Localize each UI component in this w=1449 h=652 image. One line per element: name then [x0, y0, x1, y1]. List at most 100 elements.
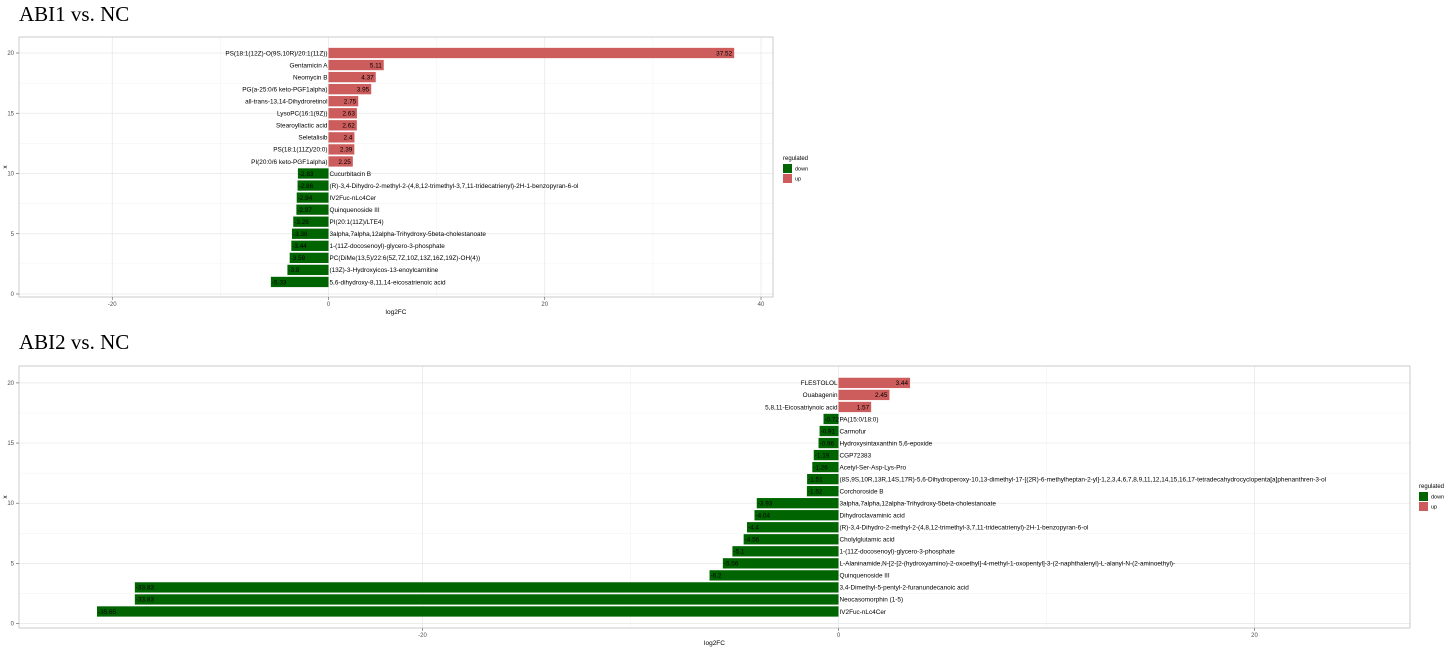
- bar-value-label: -6.2: [711, 573, 722, 580]
- bar: [297, 180, 329, 191]
- bar: [838, 389, 890, 401]
- bar-category-label: 3alpha,7alpha,12alpha-Trihydroxy-5beta-c…: [840, 501, 997, 508]
- y-tick-label: 15: [7, 441, 14, 447]
- bar: [743, 534, 839, 545]
- bar-value-label: -5.33: [272, 279, 287, 286]
- bar-value-label: -0.96: [820, 440, 835, 447]
- bar-category-label: Quinquenoside III: [330, 207, 380, 214]
- bar-category-label: FLESTOLOL: [801, 380, 838, 387]
- bar-category-label: LysoPC(16:1(9Z)): [277, 111, 328, 118]
- y-tick-label: 0: [11, 622, 15, 628]
- chart-title: ABI2 vs. NC: [19, 330, 130, 354]
- bar-category-label: all-trans-13,14-Dihydroretinol: [245, 99, 327, 106]
- bar: [806, 486, 839, 497]
- y-tick-label: 20: [7, 51, 14, 57]
- bar-category-label: PG(a-25:0/6 keto-PGF1alpha): [242, 86, 327, 93]
- legend-title: regulated: [783, 156, 808, 162]
- bar: [297, 168, 329, 179]
- bar: [823, 413, 839, 425]
- bar-category-label: Cholylglutamic acid: [840, 537, 895, 544]
- bar: [838, 401, 872, 413]
- bar: [812, 461, 839, 473]
- bar-value-label: -5.56: [724, 561, 739, 568]
- bar: [732, 546, 839, 557]
- bar-category-label: Corchoroside B: [840, 488, 884, 495]
- bar: [328, 84, 372, 95]
- bar-category-label: 3alpha,7alpha,12alpha-Trihydroxy-5beta-c…: [330, 231, 487, 238]
- bar-value-label: -1.19: [815, 452, 830, 459]
- legend-key: [783, 174, 792, 183]
- bar: [328, 108, 357, 119]
- bar-category-label: Carmofur: [840, 428, 868, 435]
- bar-value-label: -3.93: [758, 501, 773, 508]
- bar: [291, 240, 329, 251]
- bar: [134, 594, 839, 605]
- bar: [328, 132, 355, 143]
- bar: [96, 606, 839, 617]
- plot-area: 37.52 PS(18:1(12Z)-O(9S,10R)/20:1(11Z)) 5.…: [2, 36, 774, 316]
- legend-title: regulated: [1419, 484, 1444, 490]
- bar-value-label: 5.11: [370, 62, 382, 69]
- bar: [838, 377, 911, 389]
- bar: [291, 228, 329, 239]
- bar: [328, 47, 735, 59]
- x-tick-label: -20: [108, 302, 117, 308]
- bar: [270, 276, 329, 288]
- bar-value-label: -3.59: [291, 255, 306, 262]
- bar-value-label: -35.65: [98, 609, 117, 616]
- legend-label: up: [795, 177, 801, 183]
- bar: [134, 582, 839, 593]
- bar-value-label: -4.04: [755, 513, 770, 520]
- legend-label: down: [1431, 495, 1444, 501]
- bar-category-label: L-Alaninamide,N-[2-[2-(hydroxyamino)-2-o…: [840, 561, 1176, 568]
- legend: regulated down up: [1419, 484, 1444, 511]
- y-tick-label: 15: [7, 111, 14, 117]
- bar-value-label: 2.45: [875, 392, 888, 399]
- bar-category-label: Acetyl-Ser-Asp-Lys-Pro: [840, 464, 907, 471]
- legend: regulated down up: [783, 156, 808, 183]
- bar-category-label: PS(18:1(12Z)-O(9S,10R)/20:1(11Z)): [225, 50, 327, 57]
- bar: [296, 204, 329, 215]
- bar-value-label: 3.44: [896, 380, 909, 387]
- bar-value-label: -33.83: [136, 585, 155, 592]
- x-tick-label: 40: [758, 302, 765, 308]
- bar-value-label: -0.72: [825, 416, 840, 423]
- y-tick-label: 20: [7, 381, 14, 387]
- bar-category-label: (R)-3,4-Dihydro-2-methyl-2-(4,8,12-trime…: [330, 183, 579, 190]
- bar-value-label: 2.62: [342, 123, 355, 130]
- legend-key: [1419, 492, 1428, 501]
- bar-category-label: Stearoyllactic acid: [276, 123, 328, 130]
- bar: [328, 120, 357, 131]
- bar-value-label: -4.4: [748, 525, 759, 532]
- bar: [328, 71, 376, 83]
- bar-category-label: PC(DiMe(13,5)/22:6(5Z,7Z,10Z,13Z,16Z,19Z…: [330, 255, 481, 262]
- bar-value-label: -2.97: [297, 207, 312, 214]
- bar-value-label: -5.1: [733, 549, 744, 556]
- y-axis-title: x: [2, 165, 9, 169]
- bar: [756, 498, 839, 509]
- bar: [289, 252, 329, 263]
- bar-category-label: Seletalisib: [298, 135, 328, 142]
- bar-category-label: Neocasomorphin (1-5): [840, 597, 904, 604]
- x-axis-title: log2FC: [704, 640, 725, 647]
- bar-value-label: 2.39: [340, 147, 353, 154]
- bar: [754, 510, 839, 521]
- bar-category-label: Gentamicin A: [289, 62, 328, 69]
- bar-value-label: -1.26: [813, 464, 828, 471]
- bar-value-label: -2.94: [298, 195, 313, 202]
- x-tick-label: 0: [327, 302, 331, 308]
- bar: [818, 437, 839, 449]
- bar: [328, 59, 384, 71]
- y-axis-title: x: [2, 495, 9, 499]
- plot-border: [18, 36, 774, 298]
- chart-title: ABI1 vs. NC: [19, 2, 130, 26]
- y-tick-label: 5: [11, 561, 15, 567]
- bar: [722, 558, 839, 569]
- bar-value-label: -2.83: [299, 171, 314, 178]
- plot-background: [19, 37, 773, 297]
- bar-value-label: -3.44: [292, 243, 307, 250]
- bar-value-label: -1.51: [808, 476, 823, 483]
- bar-category-label: (13Z)-3-Hydroxyicos-13-enoylcarnitine: [330, 267, 439, 274]
- bar-value-label: 2.25: [338, 159, 351, 166]
- legend-label: up: [1431, 505, 1437, 511]
